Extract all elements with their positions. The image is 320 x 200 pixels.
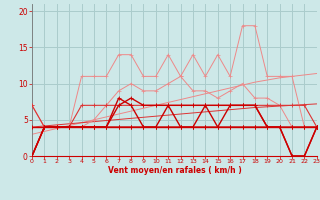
X-axis label: Vent moyen/en rafales ( km/h ): Vent moyen/en rafales ( km/h ) bbox=[108, 166, 241, 175]
